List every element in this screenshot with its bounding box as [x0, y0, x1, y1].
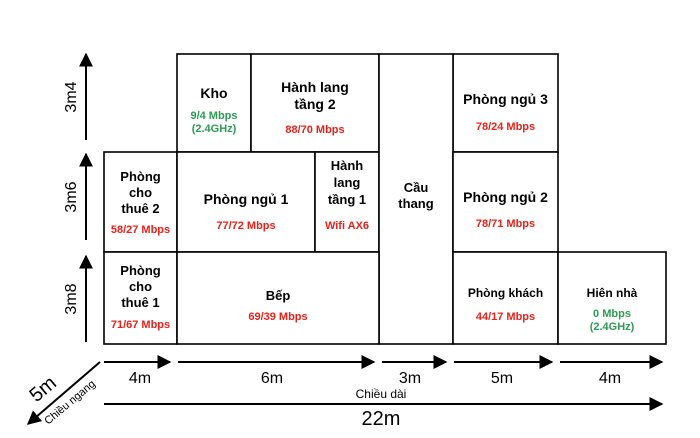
room-cau-thang: Cầu thang — [378, 53, 454, 345]
room-name: Phòng cho thuê 2 — [120, 169, 160, 216]
room-name-line: Hành — [331, 158, 364, 173]
width-label-5: 4m — [599, 370, 621, 387]
room-name-line: tầng 1 — [328, 192, 366, 207]
room-hanh-lang-tang-2: Hành lang tầng 2 88/70 Mbps — [250, 53, 380, 153]
room-name-line: Hiên nhà — [587, 286, 638, 300]
room-name: Hành lang tầng 2 — [281, 79, 349, 112]
room-name-line: thang — [398, 196, 433, 211]
room-phong-ngu-2: Phòng ngủ 2 78/71 Mbps — [452, 151, 559, 253]
room-name: Bếp — [266, 288, 291, 303]
room-name: Phòng ngủ 2 — [463, 189, 548, 205]
room-name-line: lang — [334, 175, 361, 190]
depth-arrow — [26, 361, 101, 425]
room-speed: 69/39 Mbps — [248, 311, 307, 323]
room-name-line: tầng 2 — [294, 96, 335, 112]
room-name-line: Hành lang — [281, 79, 349, 95]
width-label-2: 6m — [261, 370, 283, 387]
room-phong-cho-thue-1: Phòng cho thuê 1 71/67 Mbps — [103, 251, 178, 345]
room-name: Kho — [200, 85, 227, 101]
room-speed: 71/67 Mbps — [111, 319, 170, 331]
room-name: Phòng ngủ 1 — [204, 191, 289, 207]
room-speed: 44/17 Mbps — [476, 311, 535, 323]
room-name-line: cho — [129, 185, 152, 200]
total-length-value: 22m — [362, 408, 401, 430]
room-speed: Wifi AX6 — [325, 220, 369, 232]
room-name-line: Phòng ngủ 1 — [204, 191, 289, 207]
room-phong-khach: Phòng khách 44/17 Mbps — [452, 251, 559, 345]
room-phong-cho-thue-2: Phòng cho thuê 2 58/27 Mbps — [103, 151, 178, 253]
room-kho: Kho 9/4 Mbps(2.4GHz) — [176, 53, 252, 153]
room-outline — [176, 251, 380, 345]
room-name-line: Phòng ngủ 2 — [463, 189, 548, 205]
room-name: Cầu thang — [398, 180, 433, 211]
room-name: Phòng cho thuê 1 — [120, 263, 160, 310]
room-name: Hành lang tầng 1 — [328, 158, 366, 207]
room-name-line: thuê 2 — [121, 201, 159, 216]
room-name-line: Phòng khách — [468, 286, 543, 300]
room-speed: 0 Mbps — [593, 308, 631, 320]
room-outline — [176, 151, 316, 253]
room-name-line: Cầu — [404, 180, 429, 195]
room-outline — [250, 53, 380, 153]
room-outline — [103, 151, 178, 253]
dimension-lines — [26, 52, 664, 425]
height-label-ground: 3m8 — [63, 283, 80, 314]
room-outline — [452, 53, 559, 153]
room-name: Hiên nhà — [587, 286, 638, 300]
room-speed: 77/72 Mbps — [216, 220, 275, 232]
room-speed-band: (2.4GHz) — [590, 321, 635, 333]
room-bep: Bếp 69/39 Mbps — [176, 251, 380, 345]
width-label-4: 5m — [491, 370, 513, 387]
room-outline — [378, 53, 454, 345]
room-outline — [314, 151, 380, 253]
room-hien-nha: Hiên nhà 0 Mbps(2.4GHz) — [557, 251, 667, 345]
room-outline — [557, 251, 667, 345]
room-speed: 78/24 Mbps — [476, 121, 535, 133]
room-speed-band: (2.4GHz) — [192, 123, 237, 135]
room-hanh-lang-tang-1: Hành lang tầng 1 Wifi AX6 — [314, 151, 380, 253]
room-speed: 58/27 Mbps — [111, 224, 170, 236]
room-name: Phòng khách — [468, 286, 543, 300]
room-outline — [176, 53, 252, 153]
room-speed: 9/4 Mbps — [190, 110, 237, 122]
room-name-line: Kho — [200, 85, 227, 101]
width-label-3: 3m — [399, 370, 421, 387]
room-name-line: Bếp — [266, 288, 291, 303]
room-name-line: Phòng — [120, 263, 160, 278]
room-name-line: Phòng ngủ 3 — [463, 91, 548, 107]
total-length-caption: Chiều dài — [356, 387, 407, 401]
room-speed: 88/70 Mbps — [285, 124, 344, 136]
room-name-line: thuê 1 — [121, 295, 159, 310]
height-label-first: 3m6 — [63, 181, 80, 212]
room-name-line: cho — [129, 279, 152, 294]
room-name: Phòng ngủ 3 — [463, 91, 548, 107]
height-label-second: 3m4 — [63, 81, 80, 112]
room-speed: 78/71 Mbps — [476, 218, 535, 230]
room-phong-ngu-3: Phòng ngủ 3 78/24 Mbps — [452, 53, 559, 153]
width-label-1: 4m — [129, 370, 151, 387]
room-phong-ngu-1: Phòng ngủ 1 77/72 Mbps — [176, 151, 316, 253]
room-name-line: Phòng — [120, 169, 160, 184]
